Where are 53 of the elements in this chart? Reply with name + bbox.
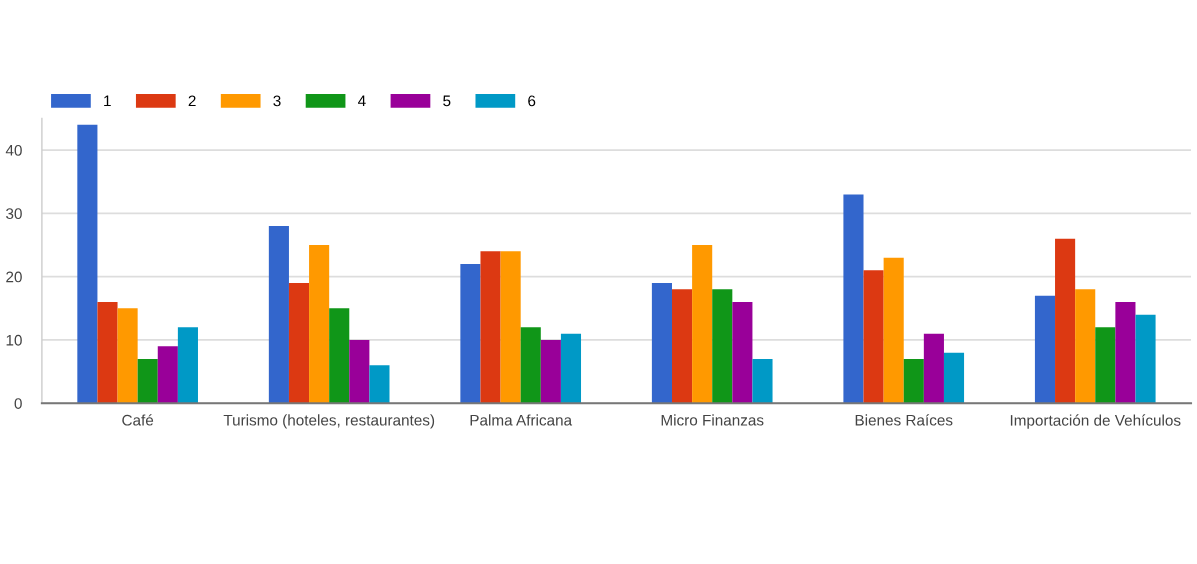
bar (157, 346, 178, 404)
bar (329, 308, 350, 404)
x-tick-label: Micro Finanzas (661, 414, 764, 426)
bar (268, 226, 289, 404)
y-tick-label: 0 (14, 398, 22, 409)
legend-label: 1 (104, 95, 111, 107)
bar (843, 194, 864, 404)
x-tick-label: Café (122, 414, 154, 426)
bar (923, 333, 944, 404)
bar (309, 245, 330, 404)
bar (177, 327, 198, 404)
bar (97, 301, 118, 404)
bar (1055, 238, 1076, 404)
bar (460, 264, 481, 404)
bar (500, 251, 521, 404)
bar (903, 358, 924, 404)
x-tick-label: Turismo (hoteles, restaurantes) (223, 414, 435, 429)
legend-label: 6 (528, 95, 536, 107)
bar (560, 333, 582, 404)
bar (349, 339, 370, 404)
legend-label: 2 (188, 95, 196, 107)
y-tick-label: 10 (6, 334, 22, 346)
bar (1135, 314, 1156, 404)
bar (883, 257, 904, 404)
bar (540, 339, 561, 404)
y-tick-label: 20 (6, 271, 22, 283)
x-tick-label: Importación de Vehículos (1010, 414, 1181, 429)
bar (752, 358, 773, 404)
bar (943, 352, 965, 404)
y-tick-label: 40 (5, 144, 22, 156)
bar (117, 308, 138, 404)
bar (77, 124, 98, 404)
bar (520, 327, 541, 404)
bar (1095, 327, 1116, 404)
bar (1034, 295, 1056, 404)
legend-label: 5 (443, 95, 451, 107)
bar (863, 270, 884, 404)
legend-label: 3 (273, 95, 281, 107)
bar (288, 283, 310, 404)
x-tick-label: Palma Africana (470, 414, 573, 426)
bar (732, 301, 753, 404)
bar (480, 251, 501, 404)
bar (137, 358, 158, 404)
bar (651, 283, 672, 404)
bar (369, 365, 390, 404)
x-tick-label: Bienes Raíces (855, 414, 953, 426)
bar (712, 289, 733, 404)
bar (1075, 289, 1096, 404)
bar (1115, 301, 1136, 404)
y-tick-label: 30 (6, 208, 22, 220)
bar (692, 245, 713, 404)
bar (672, 289, 693, 404)
legend-label: 4 (358, 95, 366, 107)
